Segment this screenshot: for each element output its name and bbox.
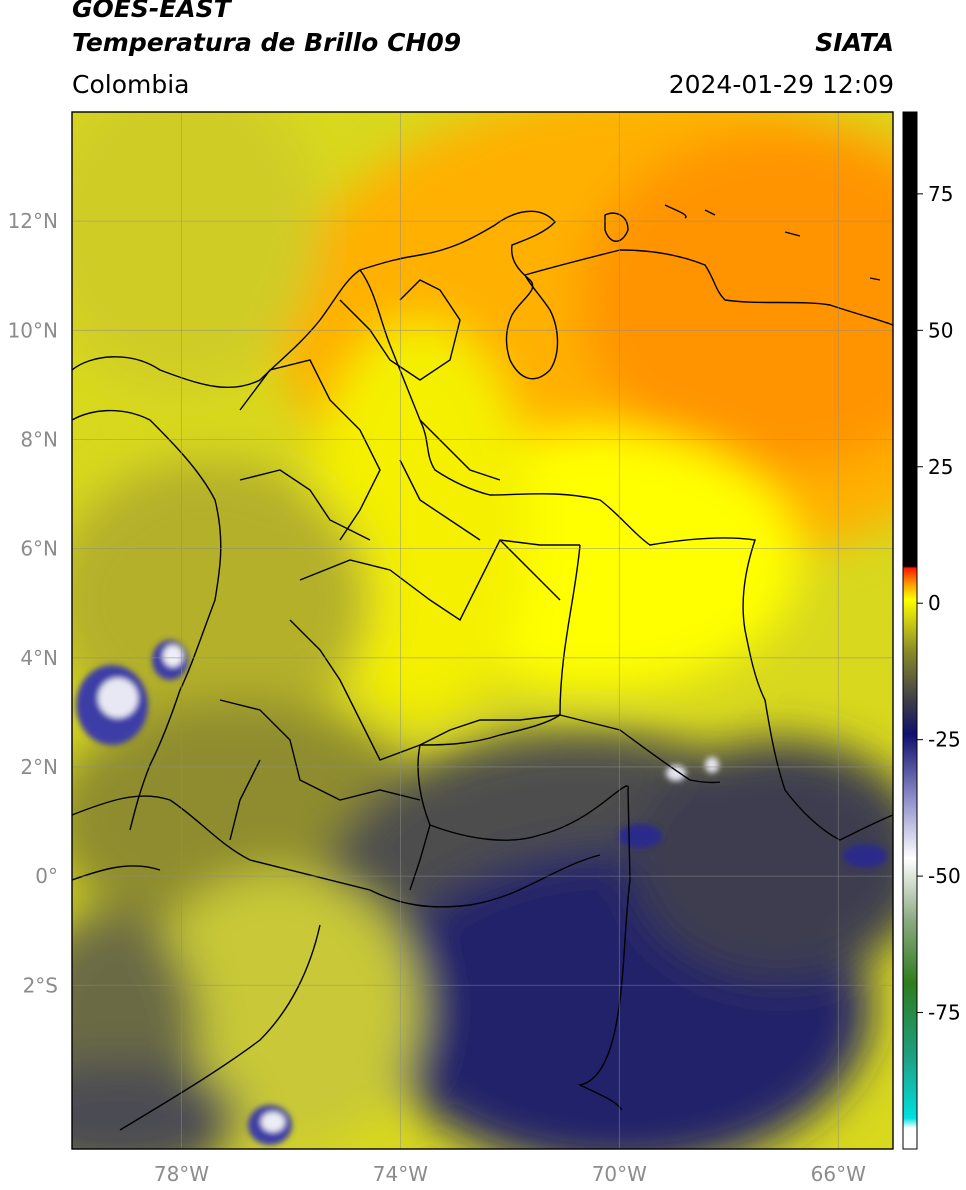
colorbar-tick-label: 0 — [928, 591, 941, 615]
lat-tick-label: 2°S — [23, 973, 58, 997]
colorbar-tick-label: 25 — [928, 455, 953, 479]
ecuador-peru-border — [72, 795, 601, 1131]
lon-tick-label: 78°W — [154, 1162, 209, 1186]
colorbar-tick-label: 75 — [928, 182, 953, 206]
venezuela-colombia-border — [359, 269, 893, 841]
lat-tick-label: 4°N — [20, 646, 58, 670]
colorbar-tick-label: -25 — [928, 728, 961, 752]
border-south-east — [417, 544, 721, 1111]
colorbar-tick-label: -50 — [928, 864, 961, 888]
lat-tick-label: 0° — [35, 864, 58, 888]
title-agency: SIATA — [815, 28, 894, 57]
colorbar — [902, 111, 918, 1150]
lon-tick-label: 70°W — [592, 1162, 647, 1186]
longitude-tick-labels: 78°W 74°W 70°W 66°W — [154, 1162, 866, 1186]
latitude-tick-labels: 12°N 10°N 8°N 6°N 4°N 2°N 0° 2°S — [8, 209, 58, 997]
lon-tick-label: 74°W — [373, 1162, 428, 1186]
colorbar-tick-label: -75 — [928, 1001, 961, 1025]
brightness-temperature-field — [72, 112, 893, 1149]
lat-tick-label: 2°N — [20, 755, 58, 779]
dept-lines-4 — [409, 539, 561, 891]
dept-lines-3 — [339, 279, 501, 541]
colorbar-ticks: 75 50 25 0 -25 -50 -75 — [917, 182, 961, 1025]
lat-tick-label: 12°N — [8, 209, 58, 233]
dept-lines-2 — [219, 619, 421, 841]
subtitle-region: Colombia — [72, 70, 190, 99]
caribbean-coast — [72, 210, 893, 389]
coastlines-and-borders — [72, 204, 893, 1131]
islands — [604, 204, 881, 281]
lat-tick-label: 8°N — [20, 427, 58, 451]
subtitle-datetime: 2024-01-29 12:09 — [668, 70, 894, 99]
lat-tick-label: 6°N — [20, 537, 58, 561]
title-satellite: GOES-EAST — [72, 0, 231, 23]
pacific-coast — [72, 409, 222, 831]
colorbar-tick-label: 50 — [928, 318, 953, 342]
lat-tick-label: 10°N — [8, 318, 58, 342]
lon-tick-label: 66°W — [811, 1162, 866, 1186]
title-product: Temperatura de Brillo CH09 — [72, 28, 462, 57]
map-frame — [71, 111, 894, 1150]
graticule — [72, 112, 893, 1149]
dept-lines-1 — [239, 359, 580, 622]
